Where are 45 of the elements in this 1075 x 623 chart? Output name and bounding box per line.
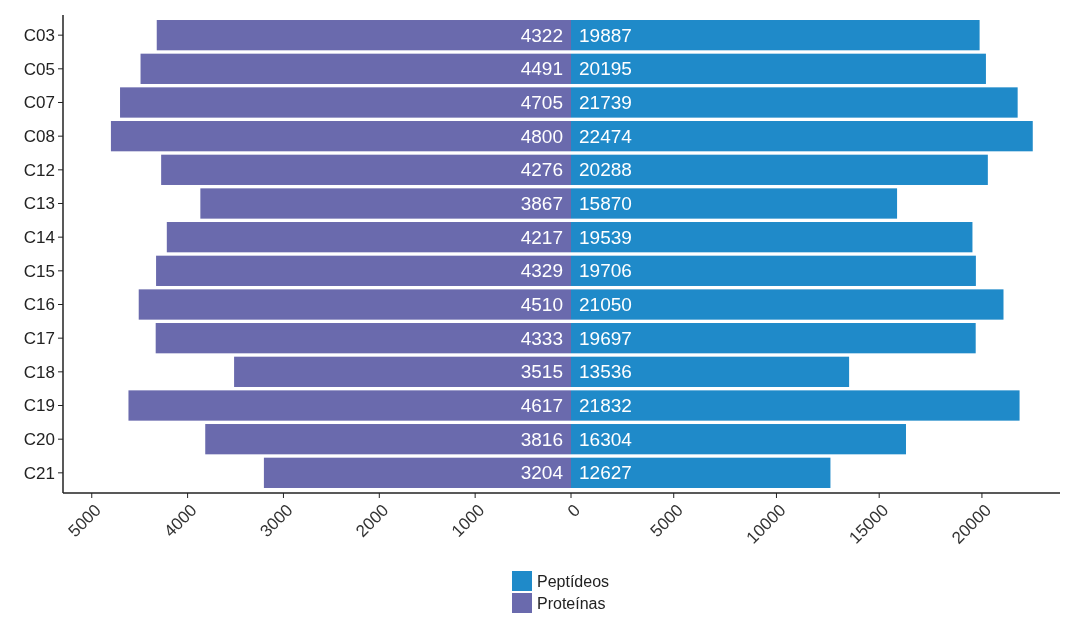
data-label: 4322 [520,24,563,46]
y-tick-label: C13 [23,194,55,214]
legend-label: Peptídeos [537,572,610,590]
data-label: 4800 [520,125,563,147]
y-tick-label: C21 [23,463,55,483]
data-label: 4329 [520,260,563,282]
data-label: 4510 [520,294,563,316]
data-label: 15870 [579,193,632,215]
data-label: 20288 [579,159,632,181]
y-tick-label: C08 [23,127,55,147]
y-tick-label: C20 [23,430,55,450]
data-label: 3515 [520,361,563,383]
data-label: 19539 [579,226,632,248]
data-label: 12627 [579,462,632,484]
x-tick-label: 0 [563,500,585,521]
data-label: 16304 [579,428,633,450]
data-label: 4491 [520,58,563,80]
data-label: 3867 [520,193,563,215]
data-label: 3816 [520,428,563,450]
y-tick-label: C17 [23,329,55,349]
data-label: 21739 [579,92,632,114]
y-tick-label: C12 [23,160,55,180]
y-tick-label: C18 [23,362,55,382]
data-label: 22474 [579,125,633,147]
data-label: 21832 [579,395,632,417]
y-tick-label: C15 [23,261,55,281]
data-label: 4217 [520,226,563,248]
y-tick-label: C14 [23,228,55,248]
data-label: 4333 [520,327,563,349]
data-label: 19706 [579,260,632,282]
y-tick-label: C19 [23,396,55,416]
data-label: 4276 [520,159,563,181]
y-tick-label: C16 [23,295,55,315]
data-label: 21050 [579,294,632,316]
data-label: 20195 [579,58,632,80]
data-label: 4617 [520,395,563,417]
data-label: 3204 [520,462,564,484]
y-tick-label: C07 [23,93,55,113]
data-label: 19887 [579,24,632,46]
data-label: 13536 [579,361,632,383]
y-tick-label: C03 [23,26,55,46]
legend-label: Proteínas [537,594,606,612]
y-tick-label: C05 [23,59,55,79]
data-label: 4705 [520,92,563,114]
data-label: 19697 [579,327,632,349]
